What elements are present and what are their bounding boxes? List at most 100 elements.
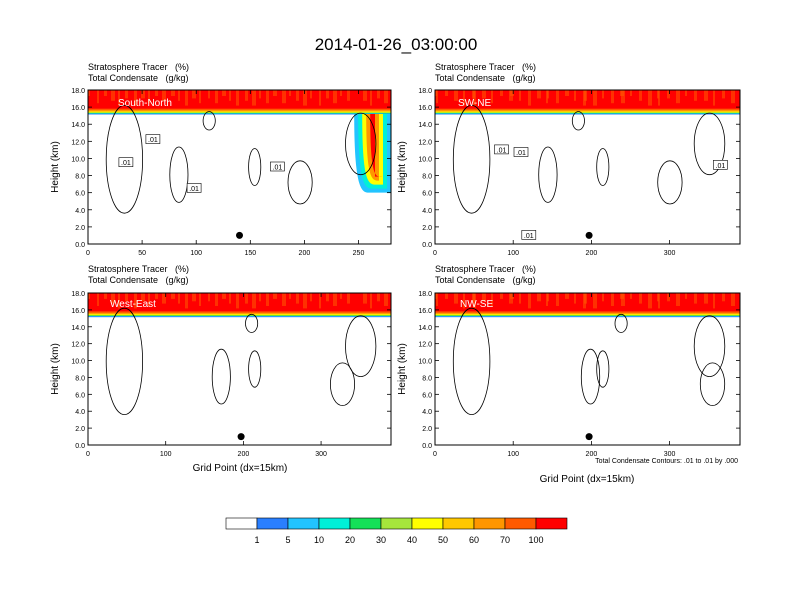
colorbar-label: 10 [314, 535, 324, 545]
tracer-streak [473, 90, 476, 106]
tracer-streak [537, 293, 541, 302]
tracer-streak [574, 90, 576, 101]
tracer-streak [722, 90, 725, 99]
x-tick-label: 50 [138, 250, 146, 257]
tracer-streak [125, 293, 128, 302]
plot-background [435, 90, 740, 244]
x-tick-label: 300 [664, 250, 676, 257]
tracer-streak [289, 90, 291, 96]
tracer-streak [722, 293, 725, 302]
tracer-streak [639, 90, 642, 101]
tracer-streak [574, 293, 576, 304]
tracer-streak [178, 90, 180, 101]
tracer-streak [630, 293, 632, 299]
y-tick-label: 18.0 [71, 291, 85, 298]
condensate-contour [596, 148, 610, 186]
y-tick-label: 12.0 [71, 342, 85, 349]
colorbar-label: 100 [528, 535, 543, 545]
tracer-band [88, 311, 391, 314]
y-tick-label: 0.0 [75, 242, 85, 249]
tracer-band [435, 110, 740, 112]
tracer-streak [384, 90, 388, 104]
tracer-streak [347, 293, 350, 304]
tracer-streak [104, 293, 107, 299]
tracer-streak [611, 90, 614, 104]
tracer-streak [111, 293, 115, 304]
tracer-band [88, 111, 391, 113]
colorbar-label: 20 [345, 535, 355, 545]
condensate-contour [693, 112, 726, 176]
colorbar-swatch [411, 517, 444, 530]
tracer-streak [658, 90, 660, 106]
tracer-streak [510, 90, 514, 96]
tracer-streak [88, 90, 90, 96]
condensate-contour [105, 307, 143, 415]
tracer-streak [454, 293, 458, 304]
x-tick-label: 300 [315, 451, 327, 458]
x-tick-label: 250 [353, 250, 365, 257]
tracer-streak [171, 90, 175, 96]
y-tick-label: 0.0 [75, 443, 85, 450]
x-tick-label: 200 [586, 451, 598, 458]
tracer-streak [491, 90, 493, 104]
condensate-contour [345, 315, 377, 378]
tracer-streak [178, 293, 180, 304]
tracer-band [435, 108, 740, 111]
plot-area: .01 .01 .01 .01 0.0 2.0 4.0 6.0 8.0 10.0 12.0 14.0 1… [418, 88, 741, 257]
tracer-streak [685, 90, 687, 96]
tracer-streak [97, 293, 99, 306]
y-tick-label: 18.0 [418, 291, 432, 298]
panel-nw-se: Stratosphere Tracer (%) Total Condensate… [397, 264, 741, 485]
tracer-streak [370, 293, 372, 309]
tracer-streak [199, 293, 201, 306]
y-tick-label: 14.0 [71, 325, 85, 332]
tracer-band [88, 312, 391, 315]
tracer-streak [148, 90, 150, 104]
condensate-contour [245, 313, 259, 333]
y-tick-label: 16.0 [418, 308, 432, 315]
tracer-band [88, 313, 391, 316]
plot-area: 0.0 2.0 4.0 6.0 8.0 10.0 12.0 14.0 16.0 18.0 0 100 2… [418, 291, 741, 458]
colorbar-swatch [442, 517, 475, 530]
tracer-streak [704, 293, 708, 304]
plot-area: .01 .01 .01 .01 0.0 2.0 4.0 6.0 8.0 10.0 12.0 14.0 1… [71, 88, 392, 257]
tracer-streak [333, 293, 337, 306]
tracer-streak [639, 293, 642, 304]
tracer-streak [303, 90, 307, 106]
tracer-streak [171, 293, 175, 299]
panel-west-east: Stratosphere Tracer (%) Total Condensate… [50, 264, 392, 474]
y-tick-label: 12.0 [418, 342, 432, 349]
y-tick-label: 2.0 [422, 225, 432, 232]
contour-label-box [494, 144, 509, 155]
panel-label-condensate: Total Condensate (g/kg) [88, 275, 189, 285]
tracer-streak [658, 293, 660, 309]
tracer-streak [259, 90, 261, 99]
cross-section-name: SW-NE [458, 98, 491, 109]
tracer-band [435, 312, 740, 315]
location-marker [585, 433, 593, 441]
colorbar-label: 50 [438, 535, 448, 545]
condensate-contour [287, 160, 313, 205]
tracer-streak [155, 293, 158, 299]
tracer-streak [148, 293, 150, 306]
tracer-streak [222, 90, 226, 96]
tracer-streak [252, 90, 256, 106]
contour-label: .01 [189, 186, 199, 193]
tracer-streak [621, 90, 625, 104]
colorbar-label: 70 [500, 535, 510, 545]
condensate-contour [452, 105, 491, 214]
tracer-streak [289, 293, 291, 299]
tracer-streak [125, 90, 128, 99]
condensate-contour [452, 307, 491, 415]
x-tick-label: 200 [238, 451, 250, 458]
tracer-streak [118, 90, 120, 106]
tracer-streak [630, 90, 632, 96]
tracer-streak [584, 90, 587, 101]
y-tick-label: 14.0 [71, 122, 85, 129]
plot-area: 0.0 2.0 4.0 6.0 8.0 10.0 12.0 14.0 16.0 18.0 0 100 2… [71, 291, 392, 458]
tracer-streak [319, 90, 321, 106]
y-axis-label: Height (km) [50, 343, 61, 395]
x-tick-label: 0 [86, 250, 90, 257]
tracer-streak [245, 293, 248, 304]
tracer-streak [296, 293, 299, 304]
